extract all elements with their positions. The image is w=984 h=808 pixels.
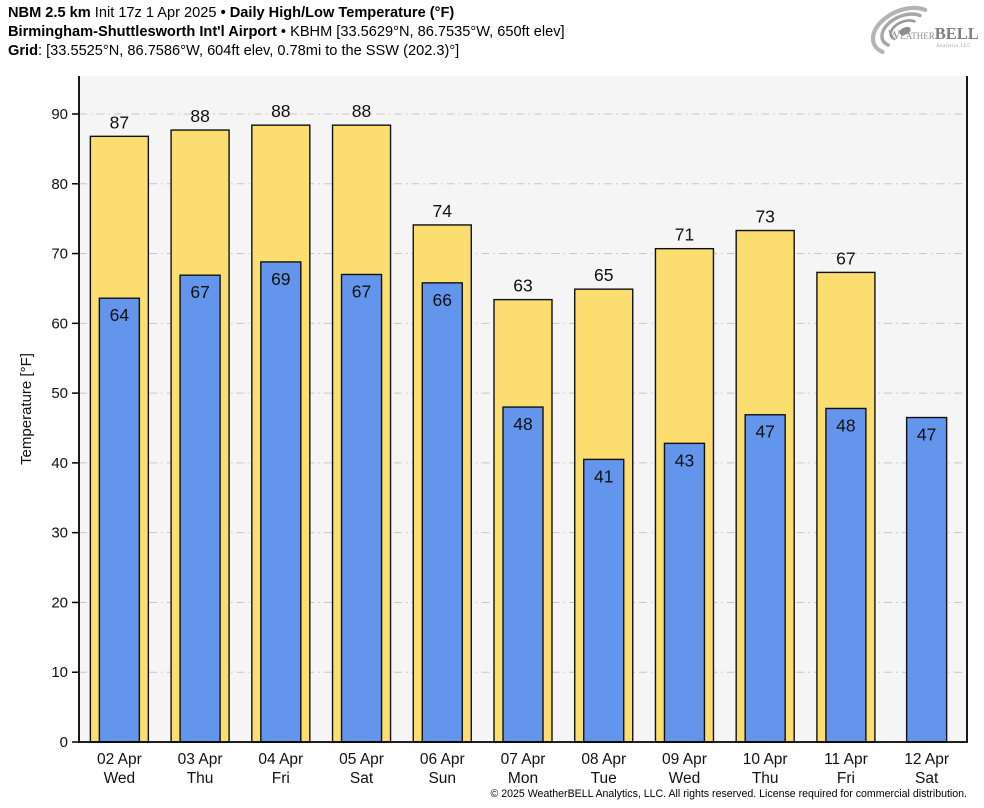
- high-value-label: 87: [110, 112, 129, 132]
- x-date-label: 05 Apr: [339, 751, 384, 768]
- station-meta: KBHM [33.5629°N, 86.7535°W, 650ft elev]: [290, 24, 565, 40]
- low-value-label: 43: [675, 450, 694, 470]
- weatherbell-logo: WeatherBELL Analytics LLC: [870, 5, 979, 55]
- title-line-3: Grid: [33.5525°N, 86.7586°W, 604ft elev,…: [8, 42, 565, 61]
- logo-subtitle: Analytics LLC: [936, 44, 971, 49]
- low-bar: [340, 273, 383, 743]
- low-bar: [421, 282, 463, 743]
- x-weekday-label: Sat: [915, 770, 939, 787]
- low-bar: [744, 414, 786, 743]
- x-weekday-label: Sun: [428, 770, 456, 787]
- high-value-label: 65: [594, 265, 613, 285]
- x-date-label: 08 Apr: [581, 751, 626, 768]
- low-value-label: 48: [836, 415, 855, 435]
- y-tick-label: 20: [51, 594, 68, 611]
- x-date-label: 06 Apr: [420, 751, 465, 768]
- y-tick-label: 70: [51, 246, 68, 263]
- low-value-label: 41: [594, 466, 613, 486]
- product-title: Daily High/Low Temperature (°F): [229, 5, 455, 21]
- low-bar: [905, 416, 948, 743]
- logo-weather-text: Weather: [888, 27, 935, 42]
- high-value-label: 88: [352, 101, 371, 121]
- high-value-label: 63: [513, 276, 532, 296]
- x-date-label: 11 Apr: [824, 751, 868, 768]
- low-value-label: 67: [190, 282, 209, 302]
- x-weekday-label: Wed: [669, 770, 701, 787]
- low-bar: [663, 442, 706, 743]
- low-value-label: 66: [433, 290, 452, 310]
- logo-wordmark: WeatherBELL: [888, 24, 979, 43]
- station-name: Birmingham-Shuttlesworth Int'l Airport: [8, 24, 277, 40]
- x-weekday-label: Tue: [591, 770, 617, 787]
- x-date-label: 04 Apr: [258, 751, 303, 768]
- x-weekday-label: Fri: [272, 770, 290, 787]
- low-value-label: 69: [271, 269, 290, 289]
- x-weekday-label: Wed: [104, 770, 136, 787]
- high-value-label: 67: [836, 248, 855, 268]
- title-line-2: Birmingham-Shuttlesworth Int'l Airport •…: [8, 23, 565, 42]
- high-value-label: 74: [433, 201, 453, 221]
- x-weekday-label: Sat: [350, 770, 374, 787]
- low-bar: [825, 407, 867, 743]
- hurricane-swirl-icon: [870, 5, 928, 55]
- low-bar: [260, 261, 302, 743]
- low-bar: [583, 458, 625, 743]
- y-tick-label: 10: [51, 664, 68, 681]
- x-date-label: 09 Apr: [662, 751, 707, 768]
- y-tick-label: 0: [60, 734, 68, 751]
- x-date-label: 03 Apr: [178, 751, 223, 768]
- y-tick-label: 30: [51, 525, 68, 542]
- high-value-label: 71: [675, 225, 694, 245]
- x-weekday-label: Fri: [837, 770, 855, 787]
- title-line-1: NBM 2.5 km Init 17z 1 Apr 2025 • Daily H…: [8, 4, 565, 23]
- init-time: Init 17z 1 Apr 2025: [94, 5, 217, 21]
- y-tick-label: 80: [51, 176, 68, 193]
- bullet-icon: •: [280, 24, 287, 40]
- high-value-label: 88: [271, 101, 290, 121]
- y-axis-title: Temperature [°F]: [18, 353, 35, 465]
- x-date-label: 07 Apr: [501, 751, 546, 768]
- low-bar: [98, 297, 141, 743]
- grid-label: Grid: [8, 43, 38, 59]
- x-weekday-label: Thu: [187, 770, 214, 787]
- chart-header: NBM 2.5 km Init 17z 1 Apr 2025 • Daily H…: [8, 4, 565, 61]
- low-value-label: 47: [755, 422, 774, 442]
- logo-bell-text: BELL: [935, 24, 979, 43]
- y-tick-label: 90: [51, 106, 68, 123]
- low-bar: [179, 274, 221, 743]
- x-date-label: 12 Apr: [904, 751, 949, 768]
- low-value-label: 48: [513, 414, 532, 434]
- x-weekday-label: Mon: [508, 770, 538, 787]
- low-value-label: 67: [352, 281, 371, 301]
- y-tick-label: 50: [51, 385, 68, 402]
- x-weekday-label: Thu: [752, 770, 779, 787]
- x-date-label: 02 Apr: [97, 751, 142, 768]
- x-date-label: 10 Apr: [743, 751, 788, 768]
- high-value-label: 73: [755, 207, 774, 227]
- copyright-notice: © 2025 WeatherBELL Analytics, LLC. All r…: [490, 788, 967, 800]
- low-value-label: 47: [917, 425, 936, 445]
- high-value-label: 88: [190, 106, 209, 126]
- y-tick-label: 60: [51, 315, 68, 332]
- y-tick-label: 40: [51, 455, 68, 472]
- low-value-label: 64: [110, 305, 130, 325]
- low-bar: [502, 406, 544, 743]
- bullet-icon: •: [220, 5, 226, 21]
- grid-value: : [33.5525°N, 86.7586°W, 604ft elev, 0.7…: [38, 43, 460, 59]
- model-name: NBM 2.5 km: [8, 5, 91, 21]
